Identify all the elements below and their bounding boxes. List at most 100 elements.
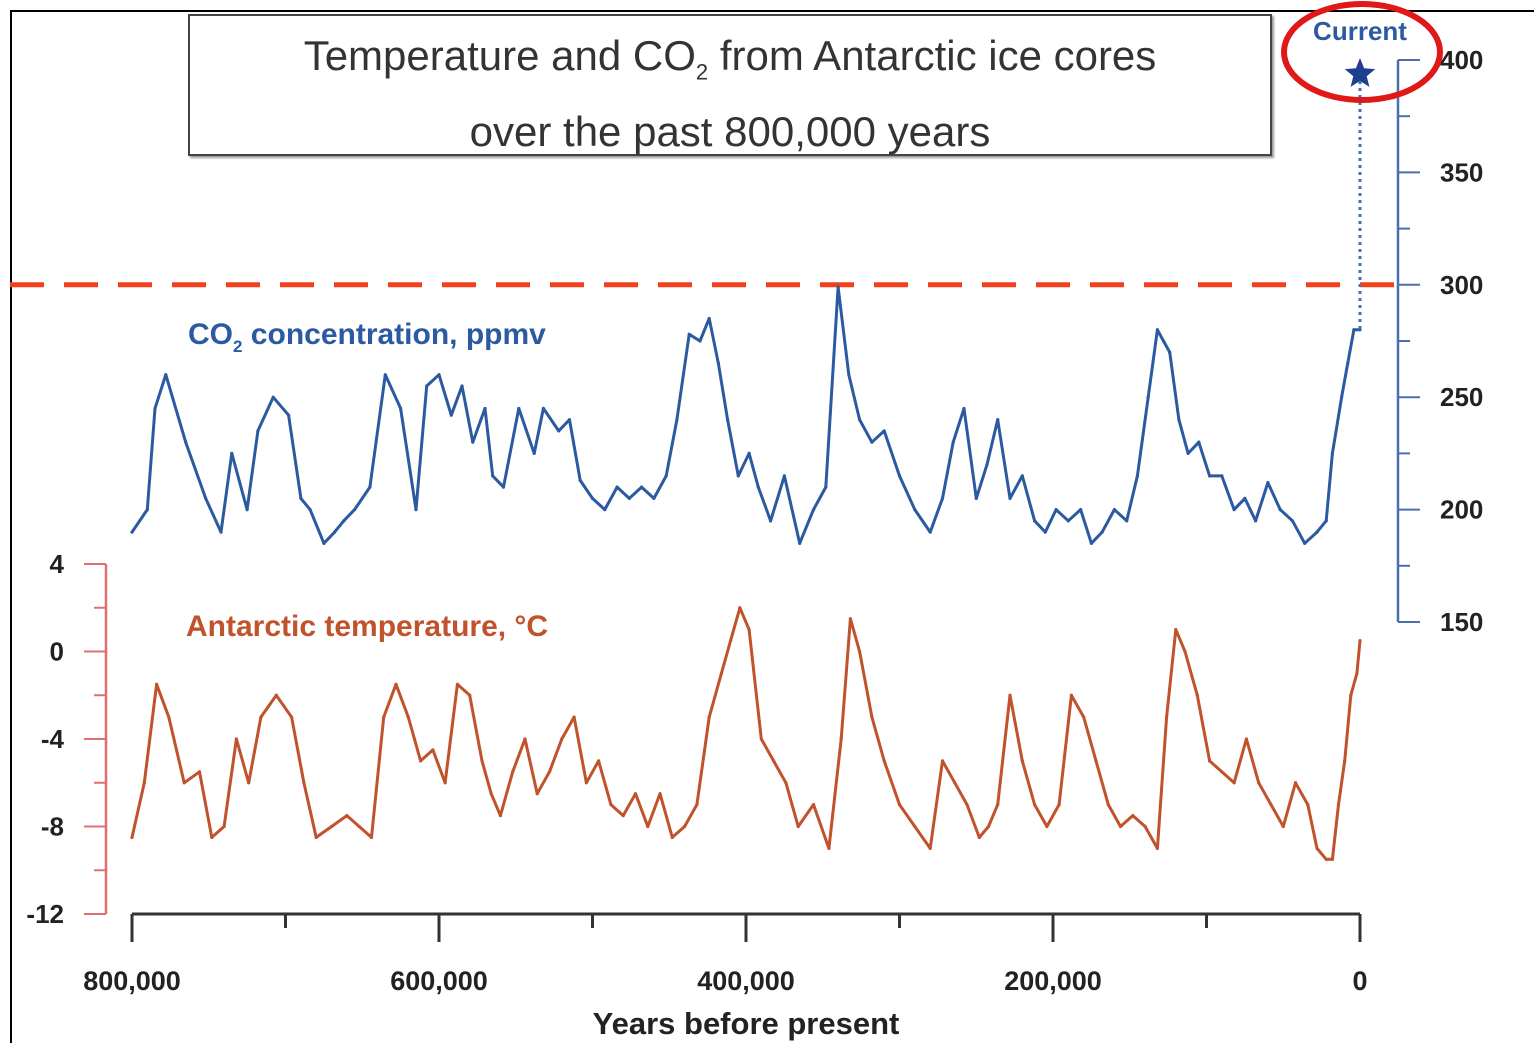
current-star-marker	[1344, 58, 1376, 87]
temp-point	[1269, 803, 1273, 807]
co2-point	[882, 429, 886, 433]
co2-point	[425, 384, 429, 388]
temp-point	[1244, 737, 1249, 741]
temp-point	[314, 835, 318, 840]
x-tick-label: 0	[1352, 966, 1367, 996]
temp-point	[1349, 693, 1353, 697]
co2-point	[1324, 519, 1328, 523]
co2-point	[153, 406, 157, 411]
temp-point	[719, 671, 724, 675]
co2-point	[687, 332, 691, 336]
co2-point	[1186, 451, 1190, 455]
temp-point	[455, 682, 460, 686]
temp-point	[369, 835, 374, 840]
co2-point	[483, 406, 487, 411]
co2-point	[342, 519, 346, 523]
temp-point	[1324, 857, 1328, 861]
co2-point	[245, 508, 249, 512]
temp-point	[1343, 759, 1347, 763]
temp-point	[443, 781, 447, 785]
temp-point	[1293, 781, 1298, 785]
co2-point	[184, 440, 188, 444]
temp-point	[572, 715, 576, 719]
co2-point	[1339, 395, 1344, 399]
temp-point	[1082, 715, 1086, 719]
co2-series-line	[130, 285, 1360, 545]
temp-point	[695, 803, 699, 807]
temp-series-label: Antarctic temperature, °C	[186, 610, 548, 643]
temp-point	[729, 638, 733, 643]
temp-point	[1164, 715, 1169, 719]
co2-point	[736, 474, 740, 478]
temp-point	[1032, 803, 1037, 807]
temp-point	[130, 835, 134, 840]
temp-point	[1232, 781, 1236, 785]
temp-point	[827, 846, 831, 850]
temp-point	[480, 759, 484, 763]
temp-point	[1315, 846, 1319, 850]
co2-point	[1032, 519, 1037, 523]
temp-point	[197, 770, 202, 774]
co2-point	[652, 496, 656, 500]
co2-point	[517, 406, 521, 411]
co2-point	[1168, 350, 1172, 354]
co2-point	[219, 530, 223, 534]
co2-point	[1352, 328, 1356, 332]
temp-point	[1118, 824, 1123, 829]
co2-point	[1135, 474, 1140, 478]
temp-point	[382, 715, 386, 719]
temp-point	[431, 748, 435, 752]
temp-point	[489, 792, 493, 796]
temp-point	[621, 813, 625, 818]
temp-point	[1155, 846, 1159, 850]
co2-point	[675, 418, 679, 422]
temp-point	[345, 813, 349, 818]
temp-point	[897, 803, 902, 807]
co2-point	[437, 373, 441, 377]
co2-point	[664, 474, 668, 478]
co2-point	[1100, 530, 1104, 534]
co2-point	[1066, 519, 1070, 523]
co2-point	[1197, 440, 1201, 444]
co2-point	[996, 418, 1000, 422]
co2-point	[615, 485, 619, 489]
temp-point	[511, 770, 515, 774]
temp-point	[646, 824, 650, 829]
temp-point	[1020, 759, 1024, 763]
co2-point	[449, 413, 453, 417]
co2-point	[1161, 339, 1166, 343]
right-tick-label: 350	[1440, 157, 1483, 187]
co2-point	[368, 485, 372, 489]
temp-point	[848, 617, 852, 621]
x-tick-label: 400,000	[697, 966, 795, 996]
co2-point	[590, 496, 595, 500]
temp-point	[1355, 671, 1359, 675]
co2-point	[1243, 496, 1247, 500]
left-tick-label: 4	[50, 549, 65, 579]
temp-point	[1045, 824, 1049, 829]
left-tick-label: -4	[41, 724, 65, 754]
temp-point	[274, 693, 278, 697]
temp-point	[658, 792, 662, 796]
co2-point	[1125, 519, 1129, 523]
co2-point	[857, 418, 862, 422]
co2-point	[308, 508, 312, 512]
temp-point	[940, 759, 945, 763]
co2-point	[501, 485, 506, 489]
right-tick-label: 250	[1440, 382, 1483, 412]
co2-point	[698, 339, 702, 343]
left-tick-label: -8	[41, 812, 64, 842]
temp-point	[977, 835, 981, 840]
right-tick-label: 150	[1440, 607, 1483, 637]
co2-point	[164, 373, 168, 377]
co2-series-label: CO2 concentration, ppmv	[188, 318, 546, 356]
temp-point	[707, 715, 711, 719]
temp-point	[1143, 824, 1147, 829]
co2-point	[940, 496, 945, 500]
co2-point	[271, 395, 275, 399]
temp-point	[1106, 803, 1110, 807]
co2-point	[567, 418, 572, 422]
temp-point	[670, 835, 674, 840]
temp-point	[394, 682, 398, 686]
co2-point	[1054, 508, 1058, 512]
